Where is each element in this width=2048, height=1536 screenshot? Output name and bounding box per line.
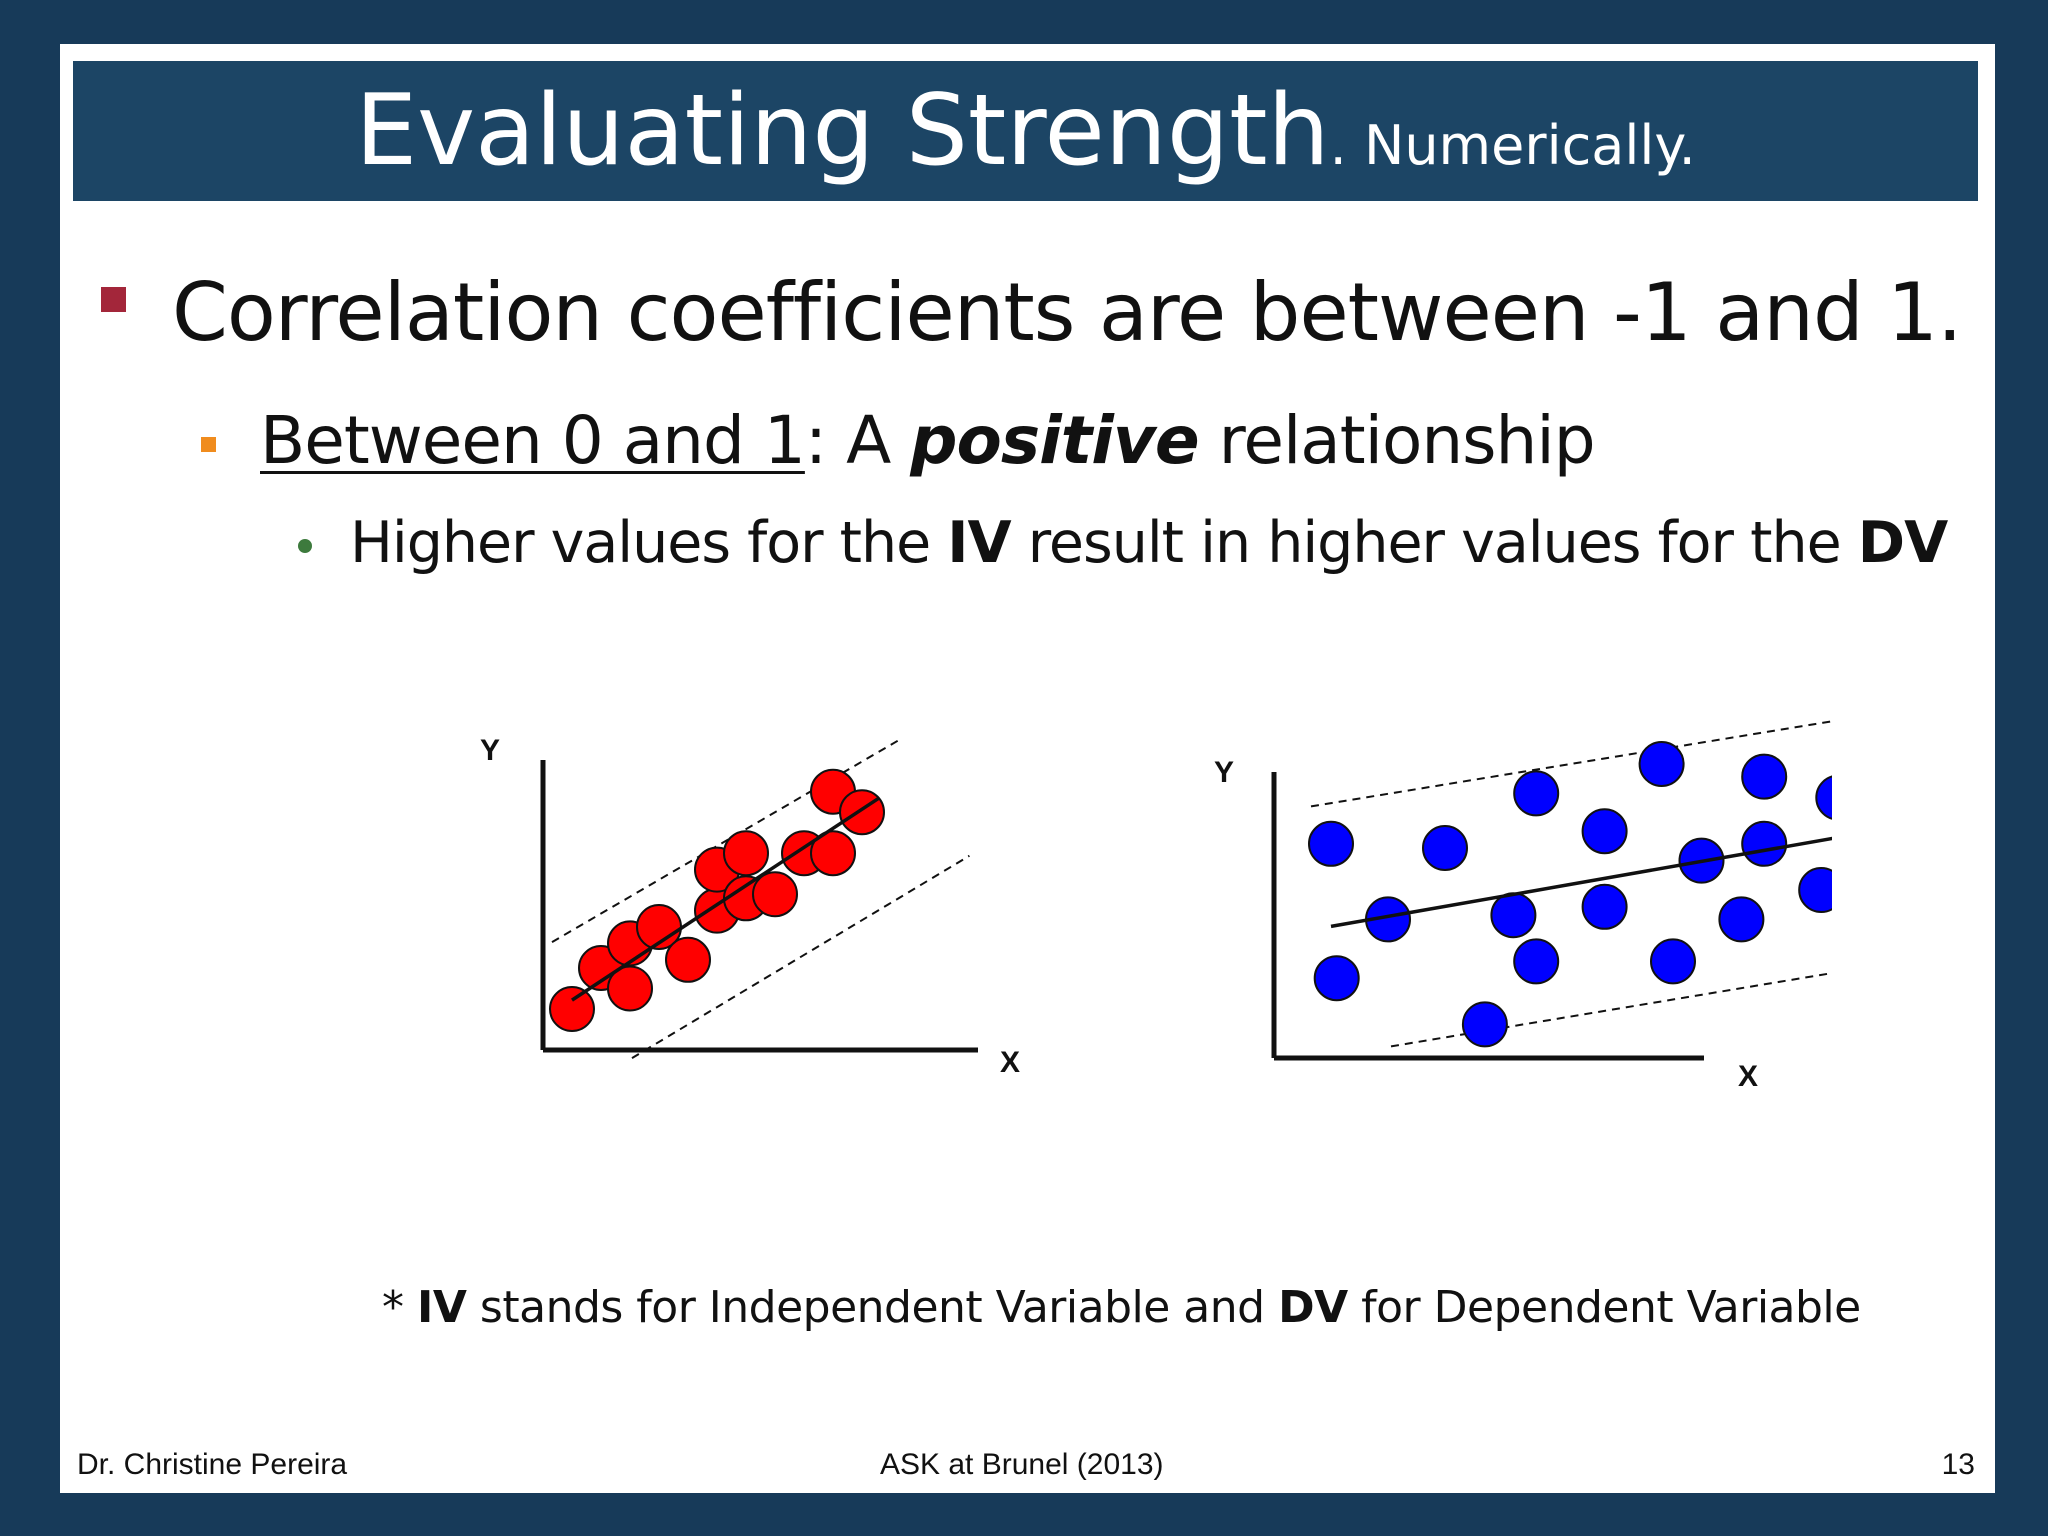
data-point (665, 936, 711, 983)
sub-bullet-square-icon (201, 437, 216, 452)
data-point (1313, 955, 1360, 1002)
data-point (810, 830, 856, 877)
band-lower-line (1390, 972, 1832, 1048)
y-axis-label: Y (1214, 756, 1234, 789)
data-point (1741, 753, 1788, 800)
bullet-level3-dv: DV (1857, 510, 1948, 576)
footnote-text2: for Dependent Variable (1347, 1282, 1861, 1333)
footnote-star: * (382, 1282, 417, 1333)
data-point (1513, 938, 1560, 985)
data-point (1490, 892, 1537, 939)
bullet-level3-iv: IV (947, 510, 1011, 576)
scatter-chart-blue: YX (1214, 720, 1832, 1093)
bullet-level1: Correlation coefficients are between -1 … (172, 266, 1963, 359)
data-point (839, 789, 885, 836)
bullet-level2: Between 0 and 1: A positive relationship (260, 402, 1596, 479)
data-point (549, 986, 595, 1032)
data-point (752, 871, 798, 918)
slide: Evaluating Strength. Numerically. Correl… (60, 44, 1995, 1493)
data-point (1422, 825, 1468, 871)
data-point (1650, 938, 1696, 985)
data-point (1308, 820, 1354, 867)
data-point (1741, 820, 1788, 867)
bullet-level2-post: relationship (1198, 402, 1596, 479)
data-point (1798, 867, 1832, 913)
data-point (1581, 883, 1628, 930)
trend-line (571, 796, 881, 1002)
y-axis-label: Y (480, 734, 500, 767)
page-number: 13 (1941, 1448, 1975, 1481)
bullet-level3-part1: Higher values for the (350, 510, 948, 576)
data-point (1815, 775, 1832, 820)
data-point (607, 965, 653, 1012)
bullet-square-icon (101, 287, 126, 312)
x-axis-label: X (1000, 1046, 1020, 1079)
footnote-text1: stands for Independent Variable and (466, 1282, 1279, 1333)
footnote: * IV stands for Independent Variable and… (382, 1282, 1861, 1333)
footer-center: ASK at Brunel (2013) (880, 1448, 1164, 1481)
x-axis-label: X (1738, 1060, 1758, 1093)
footer-author: Dr. Christine Pereira (77, 1448, 348, 1481)
bullet-level3: Higher values for the IV result in highe… (350, 510, 1948, 576)
data-point (1461, 1001, 1508, 1048)
bullet-level2-pre: : A (804, 402, 911, 479)
slide-subtitle: . Numerically. (1329, 114, 1696, 177)
data-point (1638, 741, 1685, 787)
data-point (1581, 808, 1628, 855)
data-point (1513, 770, 1560, 817)
bullet-level2-underlined: Between 0 and 1 (260, 402, 806, 479)
bullet-dot-icon (298, 539, 312, 553)
bullet-level3-part2: result in higher values for the (1010, 510, 1858, 576)
data-point (723, 830, 769, 877)
title-bar: Evaluating Strength. Numerically. (73, 61, 1978, 201)
footnote-iv: IV (417, 1282, 467, 1333)
scatter-chart-red: YX (480, 734, 1020, 1079)
band-lower-line (631, 854, 970, 1059)
trend-line (1330, 836, 1832, 929)
footnote-dv: DV (1278, 1282, 1348, 1333)
band-upper-line (551, 738, 900, 943)
slide-title: Evaluating Strength (355, 74, 1330, 188)
band-upper-line (1310, 720, 1832, 808)
data-point (1718, 896, 1765, 943)
bullet-level2-emphasis: positive (910, 402, 1199, 479)
